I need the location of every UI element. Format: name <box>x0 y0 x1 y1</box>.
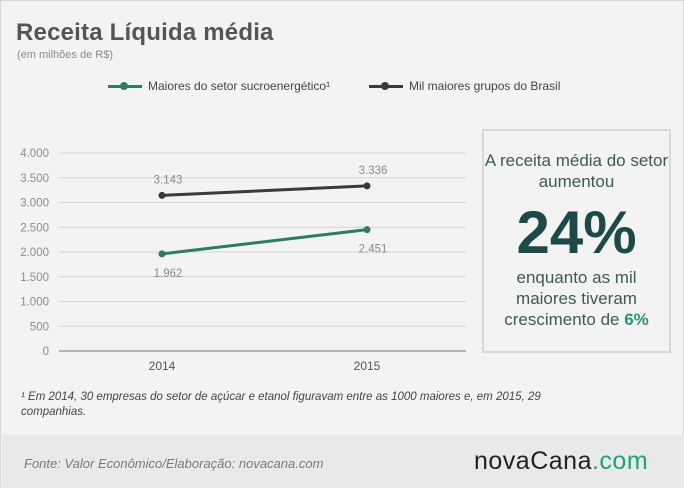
callout-outro-percent: 6% <box>624 310 649 329</box>
chart-legend: Maiores do setor sucroenergético¹ Mil ma… <box>1 79 684 99</box>
y-tick-label: 1.500 <box>20 272 49 284</box>
series-line <box>161 228 368 256</box>
y-tick-label: 3.500 <box>20 173 49 185</box>
footer-bar: Fonte: Valor Econômico/Elaboração: novac… <box>2 435 684 488</box>
data-point <box>363 182 371 190</box>
line-chart: 0 500 1.000 1.500 2.000 2.500 3.000 3.500 4.000 2… <box>20 148 466 371</box>
data-label: 3.336 <box>359 165 388 177</box>
data-point <box>363 226 371 234</box>
legend-item-sucroenergetico: Maiores do setor sucroenergético¹ <box>108 79 330 93</box>
x-tick-label: 2014 <box>149 359 176 371</box>
legend-swatch-mil-maiores <box>369 82 403 90</box>
highlight-callout: A receita média do setor aumentou 24% en… <box>482 129 671 353</box>
chart-subtitle: (em milhões de R$) <box>17 49 113 61</box>
novacana-logo: novaCana.com <box>474 447 648 476</box>
data-label: 1.962 <box>154 268 183 280</box>
y-tick-label: 2.000 <box>20 247 49 259</box>
legend-label-mil-maiores: Mil maiores grupos do Brasil <box>409 79 561 93</box>
source-credit: Fonte: Valor Econômico/Elaboração: novac… <box>24 456 324 471</box>
callout-intro-text: A receita média do setor aumentou <box>484 151 669 191</box>
logo-main-text: novaCana <box>474 447 592 475</box>
legend-swatch-sucroenergetico <box>108 82 142 90</box>
data-label: 3.143 <box>154 174 183 186</box>
y-tick-label: 3.000 <box>20 198 49 210</box>
data-point <box>158 250 166 258</box>
data-label: 2.451 <box>359 244 388 256</box>
data-point <box>158 191 166 199</box>
series-line <box>161 184 368 197</box>
y-tick-label: 500 <box>30 321 49 333</box>
y-tick-label: 4.000 <box>20 148 49 160</box>
legend-item-mil-maiores: Mil maiores grupos do Brasil <box>369 79 560 93</box>
y-tick-label: 1.000 <box>20 297 49 309</box>
x-tick-label: 2015 <box>354 359 381 371</box>
footnote: ¹ Em 2014, 30 empresas do setor de açúca… <box>21 391 541 418</box>
callout-big-number: 24% <box>516 199 637 266</box>
callout-outro-prefix: enquanto as mil maiores tiveram crescime… <box>504 268 637 329</box>
chart-title: Receita Líquida média <box>16 19 274 46</box>
logo-accent-text: .com <box>591 447 649 475</box>
y-tick-label: 0 <box>43 346 49 358</box>
callout-outro-text: enquanto as mil maiores tiveram crescime… <box>484 267 669 330</box>
y-tick-label: 2.500 <box>20 222 49 234</box>
legend-label-sucroenergetico: Maiores do setor sucroenergético¹ <box>148 79 331 93</box>
